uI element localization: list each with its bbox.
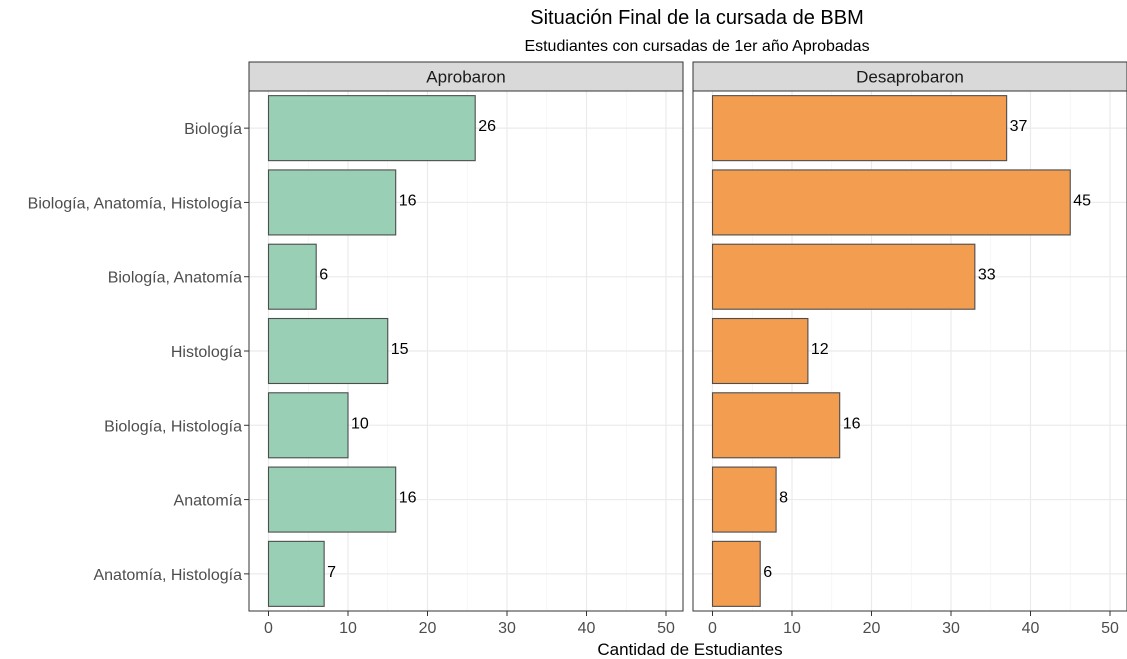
data-label: 26 [478, 118, 496, 135]
data-label: 6 [319, 267, 328, 284]
x-tick-label: 50 [1101, 620, 1119, 637]
panel-border [692, 90, 1127, 612]
data-label: 16 [399, 192, 417, 209]
category-labels: Biología Biología, Anatomía, Histología Bi… [28, 121, 249, 584]
data-label: 15 [391, 341, 409, 358]
data-label: 12 [811, 341, 829, 358]
chart-subtitle: Estudiantes con cursadas de 1er año Apro… [524, 38, 869, 55]
data-label: 6 [763, 564, 772, 581]
x-axis-title: Cantidad de Estudiantes [597, 640, 782, 659]
category-label: Biología, Histología [104, 418, 242, 435]
chart-title: Situación Final de la cursada de BBM [530, 7, 864, 29]
bar [711, 317, 809, 385]
category-label: Biología, Anatomía [108, 270, 242, 287]
x-tick-label: 30 [942, 620, 960, 637]
x-tick-label: 40 [1022, 620, 1040, 637]
bar [711, 392, 841, 459]
bar [267, 392, 349, 459]
panel-aprobaron: Aprobaron 26 16 6 15 10 16 7 0 10 20 30 40 50 [248, 61, 684, 637]
data-label: 16 [399, 490, 417, 507]
bar [267, 95, 476, 162]
panel-desaprobaron: Desaprobaron 37 45 33 12 16 8 6 0 10 20 30 40 50 [692, 61, 1127, 637]
bar [267, 540, 325, 607]
bar [267, 466, 397, 533]
facet-strip-label: Aprobaron [426, 68, 505, 87]
x-tick-label: 40 [578, 620, 596, 637]
bar [711, 540, 761, 607]
x-tick-label: 20 [419, 620, 437, 637]
x-tick-label: 0 [708, 620, 717, 637]
category-label: Anatomía, Histología [93, 567, 242, 584]
bar [711, 95, 1008, 162]
data-label: 8 [779, 490, 788, 507]
data-label: 10 [351, 415, 369, 432]
x-tick-label: 50 [657, 620, 675, 637]
x-tick-label: 20 [863, 620, 881, 637]
category-label: Histología [171, 344, 242, 361]
category-label: Anatomía [174, 493, 243, 510]
data-label: 16 [843, 415, 861, 432]
x-tick-label: 10 [339, 620, 357, 637]
x-tick-label: 0 [264, 620, 273, 637]
x-tick-label: 30 [498, 620, 516, 637]
bar [711, 466, 777, 533]
category-label: Biología, Anatomía, Histología [28, 195, 242, 212]
facet-strip [248, 61, 684, 92]
x-tick-label: 10 [783, 620, 801, 637]
bar [267, 169, 397, 236]
bar [267, 317, 389, 385]
data-label: 45 [1073, 192, 1091, 209]
data-label: 37 [1010, 118, 1028, 135]
data-label: 33 [978, 267, 996, 284]
facet-strip-label: Desaprobaron [856, 68, 964, 87]
bar [711, 243, 976, 310]
bar [711, 169, 1071, 236]
bar [267, 243, 317, 310]
data-label: 7 [327, 564, 336, 581]
category-label: Biología [184, 121, 242, 138]
